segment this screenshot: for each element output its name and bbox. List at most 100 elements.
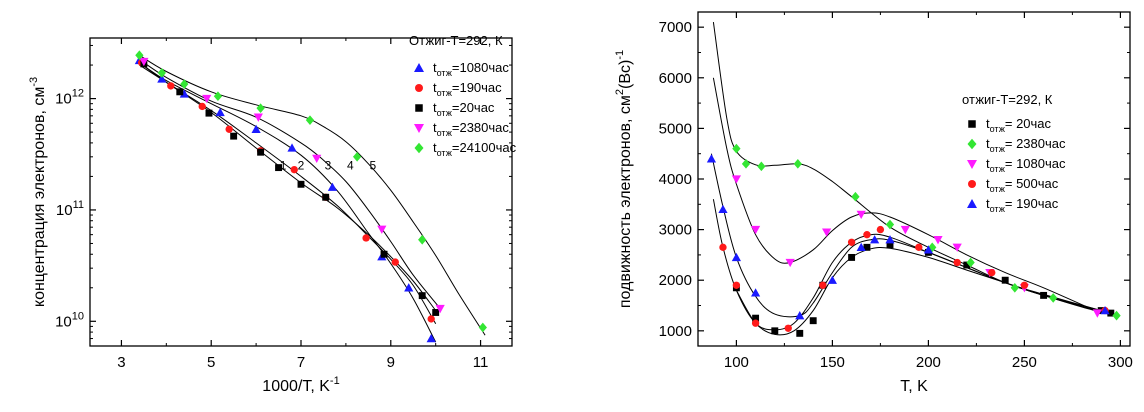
data-series [706, 154, 1110, 320]
fit-curve [139, 58, 441, 309]
data-point [732, 143, 741, 154]
data-point [251, 124, 261, 133]
data-point [863, 243, 871, 251]
legend-marker [415, 84, 423, 92]
fit-curve [139, 62, 437, 311]
data-point [1020, 281, 1029, 289]
data-point [225, 125, 233, 133]
y-tick-label: 7000 [659, 19, 692, 36]
y-tick-label: 1011 [56, 199, 84, 219]
y-tick-label: 6000 [659, 70, 692, 87]
data-point [179, 89, 189, 98]
data-point [312, 154, 322, 164]
data-point [198, 102, 206, 111]
data-point [870, 235, 880, 244]
y-tick-label: 3000 [659, 222, 692, 239]
data-point [885, 219, 895, 230]
data-point [139, 57, 149, 67]
data-point [952, 243, 962, 252]
data-point [751, 225, 761, 235]
mobility-chart: 100 150 200 250 300 1000 2000 3000 4000 5000 6000 7… [614, 11, 1133, 395]
data-point [404, 283, 414, 292]
legend-marker [415, 104, 423, 112]
data-point [352, 151, 362, 162]
data-point [432, 309, 440, 316]
data-point [327, 182, 338, 191]
data-point [718, 204, 728, 214]
data-point [856, 242, 866, 251]
legend-entry: tотж=190час [433, 80, 502, 98]
data-point [751, 319, 760, 327]
data-point [427, 315, 435, 323]
data-point [751, 288, 761, 297]
data-point [706, 154, 717, 163]
data-point [202, 94, 212, 104]
y-tick-label: 4000 [659, 171, 692, 188]
data-point [856, 210, 866, 220]
data-point [966, 257, 975, 268]
x-axis-title: 1000/T, K-1 [262, 375, 339, 395]
fit-curve [139, 64, 437, 325]
data-point [863, 230, 871, 239]
data-point [822, 228, 832, 237]
y-tick-label: 1000 [659, 323, 692, 340]
data-point [963, 261, 971, 269]
legend-entry: tотж=20час [433, 100, 495, 118]
data-point [275, 164, 283, 172]
data-point [253, 113, 263, 122]
data-point [205, 109, 213, 117]
data-series [732, 143, 1121, 321]
data-point [988, 268, 996, 277]
data-point [752, 314, 760, 322]
curve-number-label: 4 [347, 159, 354, 173]
legend-entry: tотж= 500час [986, 176, 1059, 194]
data-point [771, 327, 779, 335]
data-point [876, 225, 885, 234]
concentration-chart: 3 5 7 9 11 1010 1011 1012 1000/T, K-1 концентраци… [28, 33, 517, 395]
legend-entry: tотж= 2380час [986, 136, 1066, 154]
legend-title: отжиг-T=292, К [962, 92, 1053, 107]
plot-frame [89, 37, 513, 347]
legend-marker [967, 138, 977, 150]
legend-marker [968, 120, 976, 128]
data-series [135, 50, 487, 333]
legend-entry: tотж= 1080час [986, 156, 1066, 174]
y-axis-title: концентрация электронов, см-3 [28, 77, 48, 307]
data-point [322, 193, 330, 201]
data-point [176, 88, 184, 96]
x-tick-label: 3 [117, 354, 125, 371]
data-series [139, 57, 445, 314]
data-point [1112, 310, 1121, 321]
data-point [953, 258, 961, 267]
data-point [290, 165, 298, 174]
legend-marker [414, 63, 424, 72]
plot-frame [697, 11, 1131, 347]
y-axis-title: подвижность электронов, см2(Вс)-1 [614, 50, 634, 308]
legend-marker [968, 180, 976, 188]
data-point [848, 253, 856, 261]
data-point [851, 191, 860, 202]
data-point [167, 82, 175, 90]
data-point [923, 245, 933, 254]
data-point [157, 68, 166, 78]
data-point [1107, 309, 1115, 317]
curve-number-label: 2 [298, 159, 305, 173]
data-point [380, 250, 388, 258]
data-point [435, 304, 445, 314]
data-point [1092, 309, 1102, 318]
data-point [847, 238, 856, 246]
data-point [297, 180, 305, 188]
data-point [731, 252, 741, 262]
data-point [135, 50, 144, 61]
data-point [809, 317, 817, 325]
fit-curve [139, 54, 486, 336]
data-point [418, 292, 426, 300]
legend-entry: tотж=1080час [433, 60, 509, 78]
data-series [137, 59, 435, 323]
data-point [157, 74, 167, 83]
data-point [757, 161, 766, 172]
data-point [478, 322, 487, 333]
data-point [793, 158, 802, 169]
data-point [731, 175, 741, 184]
